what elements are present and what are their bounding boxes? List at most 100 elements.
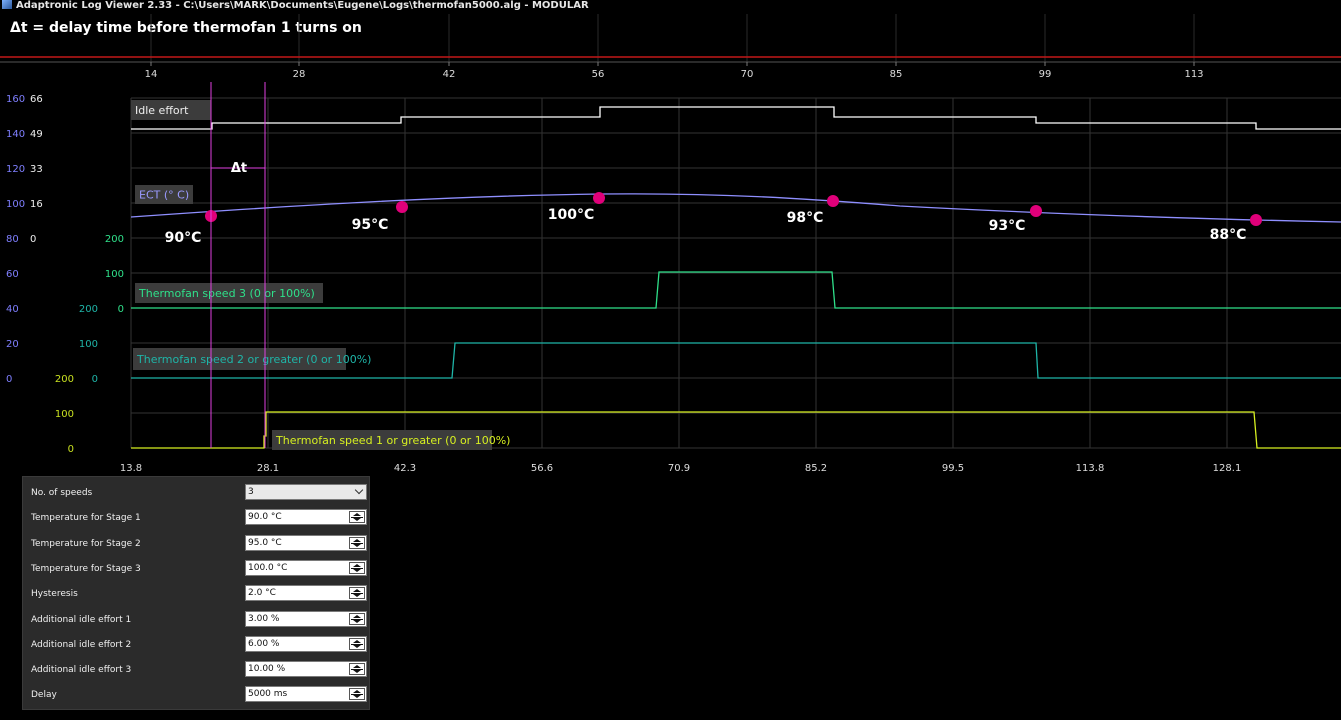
spin-up-icon[interactable] [353, 665, 361, 669]
spin-up-icon[interactable] [353, 589, 361, 593]
spin-arrows-icon[interactable] [349, 663, 365, 676]
spin-arrows-icon[interactable] [349, 511, 365, 524]
setting-spinbox[interactable]: 2.0 °C [245, 585, 367, 602]
spin-down-icon[interactable] [353, 518, 361, 522]
spin-down-icon[interactable] [353, 644, 361, 648]
spin-divider [351, 643, 363, 645]
series-label-fan3: Thermofan speed 3 (0 or 100%) [138, 287, 315, 300]
setting-row: Temperature for Stage 3 100.0 °C [23, 557, 371, 582]
bottom-tick-label: 70.9 [668, 463, 690, 474]
setting-value: 90.0 °C [248, 512, 282, 523]
y-tick-fan2: 100 [79, 339, 98, 350]
setting-label: Temperature for Stage 3 [31, 563, 141, 574]
spin-up-icon[interactable] [353, 639, 361, 643]
spin-down-icon[interactable] [353, 543, 361, 547]
spin-down-icon[interactable] [353, 594, 361, 598]
window-title: Adaptronic Log Viewer 2.33 - C:\Users\MA… [16, 0, 589, 11]
spin-divider [351, 517, 363, 519]
spin-arrows-icon[interactable] [349, 536, 365, 549]
series-label-fan2: Thermofan speed 2 or greater (0 or 100%) [136, 353, 371, 366]
temperature-marker [1250, 214, 1262, 226]
setting-row: Additional idle effort 1 3.00 % [23, 608, 371, 633]
chevron-down-icon[interactable] [354, 485, 364, 495]
top-tick-label: 70 [741, 69, 754, 80]
temperature-marker-label: 100°C [548, 207, 595, 223]
y-tick-fan3: 0 [118, 304, 124, 315]
series-label-bg-idle [131, 100, 211, 120]
setting-spinbox[interactable]: 95.0 °C [245, 534, 367, 551]
setting-spinbox[interactable]: 90.0 °C [245, 509, 367, 526]
spin-up-icon[interactable] [353, 538, 361, 542]
spin-up-icon[interactable] [353, 690, 361, 694]
setting-label: Temperature for Stage 2 [31, 538, 141, 549]
setting-value: 2.0 °C [248, 588, 276, 599]
spin-arrows-icon[interactable] [349, 587, 365, 600]
series-label-idle: Idle effort [135, 104, 189, 117]
top-tick-label: 85 [890, 69, 903, 80]
speeds-dropdown[interactable]: 3 [245, 484, 367, 500]
y-tick-ect-blue: 140 [6, 129, 25, 140]
spin-arrows-icon[interactable] [349, 612, 365, 625]
chart-series [130, 106, 1341, 449]
spin-arrows-icon[interactable] [349, 688, 365, 701]
thermofan-3-trace [131, 271, 1341, 309]
setting-spinbox[interactable]: 3.00 % [245, 610, 367, 627]
spin-divider [351, 542, 363, 544]
setting-label: Delay [31, 690, 57, 701]
setting-spinbox[interactable]: 100.0 °C [245, 559, 367, 576]
y-tick-idle: 49 [30, 129, 43, 140]
series-label-bg-fan3 [135, 283, 323, 303]
y-tick-ect-blue: 20 [6, 339, 19, 350]
setting-value: 5000 ms [248, 689, 288, 700]
spin-up-icon[interactable] [353, 513, 361, 517]
setting-value: 3.00 % [248, 613, 280, 624]
setting-label: Additional idle effort 1 [31, 614, 132, 625]
setting-label: Additional idle effort 3 [31, 665, 132, 676]
temperature-marker [593, 192, 605, 204]
top-tick-label: 14 [145, 69, 158, 80]
bottom-tick-label: 28.1 [257, 463, 279, 474]
y-tick-idle: 16 [30, 199, 43, 210]
top-tick-label: 113 [1184, 69, 1203, 80]
setting-spinbox[interactable]: 5000 ms [245, 686, 367, 703]
y-tick-idle: 33 [30, 164, 43, 175]
bottom-tick-label: 56.6 [531, 463, 553, 474]
series-label-bg-fan1 [272, 430, 492, 450]
series-label-bg-fan2 [133, 348, 346, 370]
top-tick-label: 56 [592, 69, 605, 80]
top-tick-label: 28 [293, 69, 306, 80]
temperature-marker-label: 95°C [352, 217, 389, 233]
delay-annotation: Δt = delay time before thermofan 1 turns… [10, 20, 362, 36]
setting-spinbox[interactable]: 10.00 % [245, 661, 367, 678]
thermofan-2-trace [131, 342, 1341, 379]
series-label-ect: ECT (° C) [139, 189, 189, 202]
setting-value: 100.0 °C [248, 562, 288, 573]
spin-up-icon[interactable] [353, 563, 361, 567]
top-tick-label: 99 [1039, 69, 1052, 80]
chart-grid [130, 14, 1341, 449]
spin-up-icon[interactable] [353, 614, 361, 618]
spin-divider [351, 618, 363, 620]
y-tick-fan1: 0 [68, 444, 74, 455]
log-chart[interactable]: 14 28 42 56 70 85 99 113 1601401201008060402006… [0, 0, 1341, 476]
setting-value: 10.00 % [248, 664, 286, 675]
bottom-tick-label: 13.8 [120, 463, 142, 474]
series-labels: Idle effort ECT (° C) Thermofan speed 3 (0… [131, 100, 510, 450]
temperature-marker-label: 88°C [1210, 227, 1247, 243]
spin-divider [351, 669, 363, 671]
spin-arrows-icon[interactable] [349, 561, 365, 574]
spin-down-icon[interactable] [353, 670, 361, 674]
setting-spinbox[interactable]: 6.00 % [245, 635, 367, 652]
setting-label: Hysteresis [31, 589, 78, 600]
bottom-tick-label: 128.1 [1213, 463, 1242, 474]
spin-down-icon[interactable] [353, 619, 361, 623]
setting-row: Additional idle effort 2 6.00 % [23, 633, 371, 658]
spin-down-icon[interactable] [353, 695, 361, 699]
setting-label: Temperature for Stage 1 [31, 513, 141, 524]
y-tick-fan2-left: 200 [79, 304, 98, 315]
spin-arrows-icon[interactable] [349, 637, 365, 650]
spin-divider [351, 593, 363, 595]
spin-down-icon[interactable] [353, 568, 361, 572]
delay-cursors: Δt [210, 82, 266, 448]
